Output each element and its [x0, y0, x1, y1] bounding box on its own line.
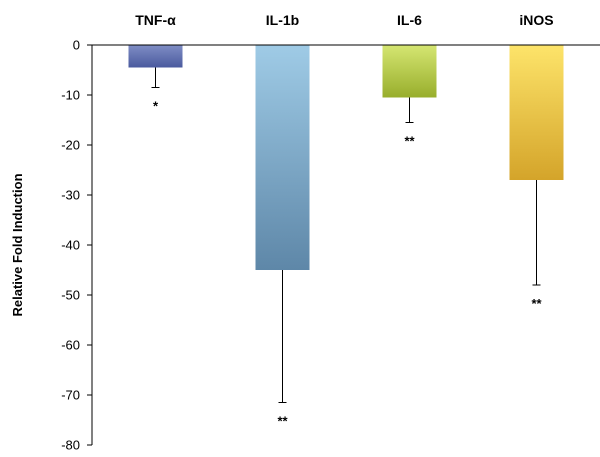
y-tick-label: -80 — [61, 438, 80, 453]
y-tick-label: -30 — [61, 188, 80, 203]
significance-label: * — [153, 99, 159, 114]
category-labels-layer: TNF-α IL-1b IL-6 iNOS — [135, 12, 553, 28]
y-ticks-layer: 0 -10 -20 -30 -40 -50 -60 -70 -80 — [61, 38, 92, 453]
y-tick-label: -10 — [61, 88, 80, 103]
category-label: iNOS — [519, 12, 553, 28]
bar — [509, 45, 564, 180]
significance-label: ** — [531, 296, 542, 311]
y-tick-label: -50 — [61, 288, 80, 303]
significance-label: ** — [277, 414, 288, 429]
y-tick-label: -60 — [61, 338, 80, 353]
significance-label: ** — [404, 134, 415, 149]
bar — [128, 45, 183, 68]
y-tick-label: -70 — [61, 388, 80, 403]
y-tick-label: -20 — [61, 138, 80, 153]
category-label: TNF-α — [135, 12, 176, 28]
bar — [255, 45, 310, 270]
y-tick-label: -40 — [61, 238, 80, 253]
significance-labels-layer: ******* — [153, 99, 543, 429]
category-label: IL-6 — [397, 12, 422, 28]
y-axis-title: Relative Fold Induction — [10, 173, 25, 316]
bars-layer — [128, 45, 564, 270]
category-label: IL-1b — [266, 12, 299, 28]
bar — [382, 45, 437, 98]
error-bars-layer — [151, 67, 541, 403]
y-tick-label: 0 — [73, 38, 80, 53]
